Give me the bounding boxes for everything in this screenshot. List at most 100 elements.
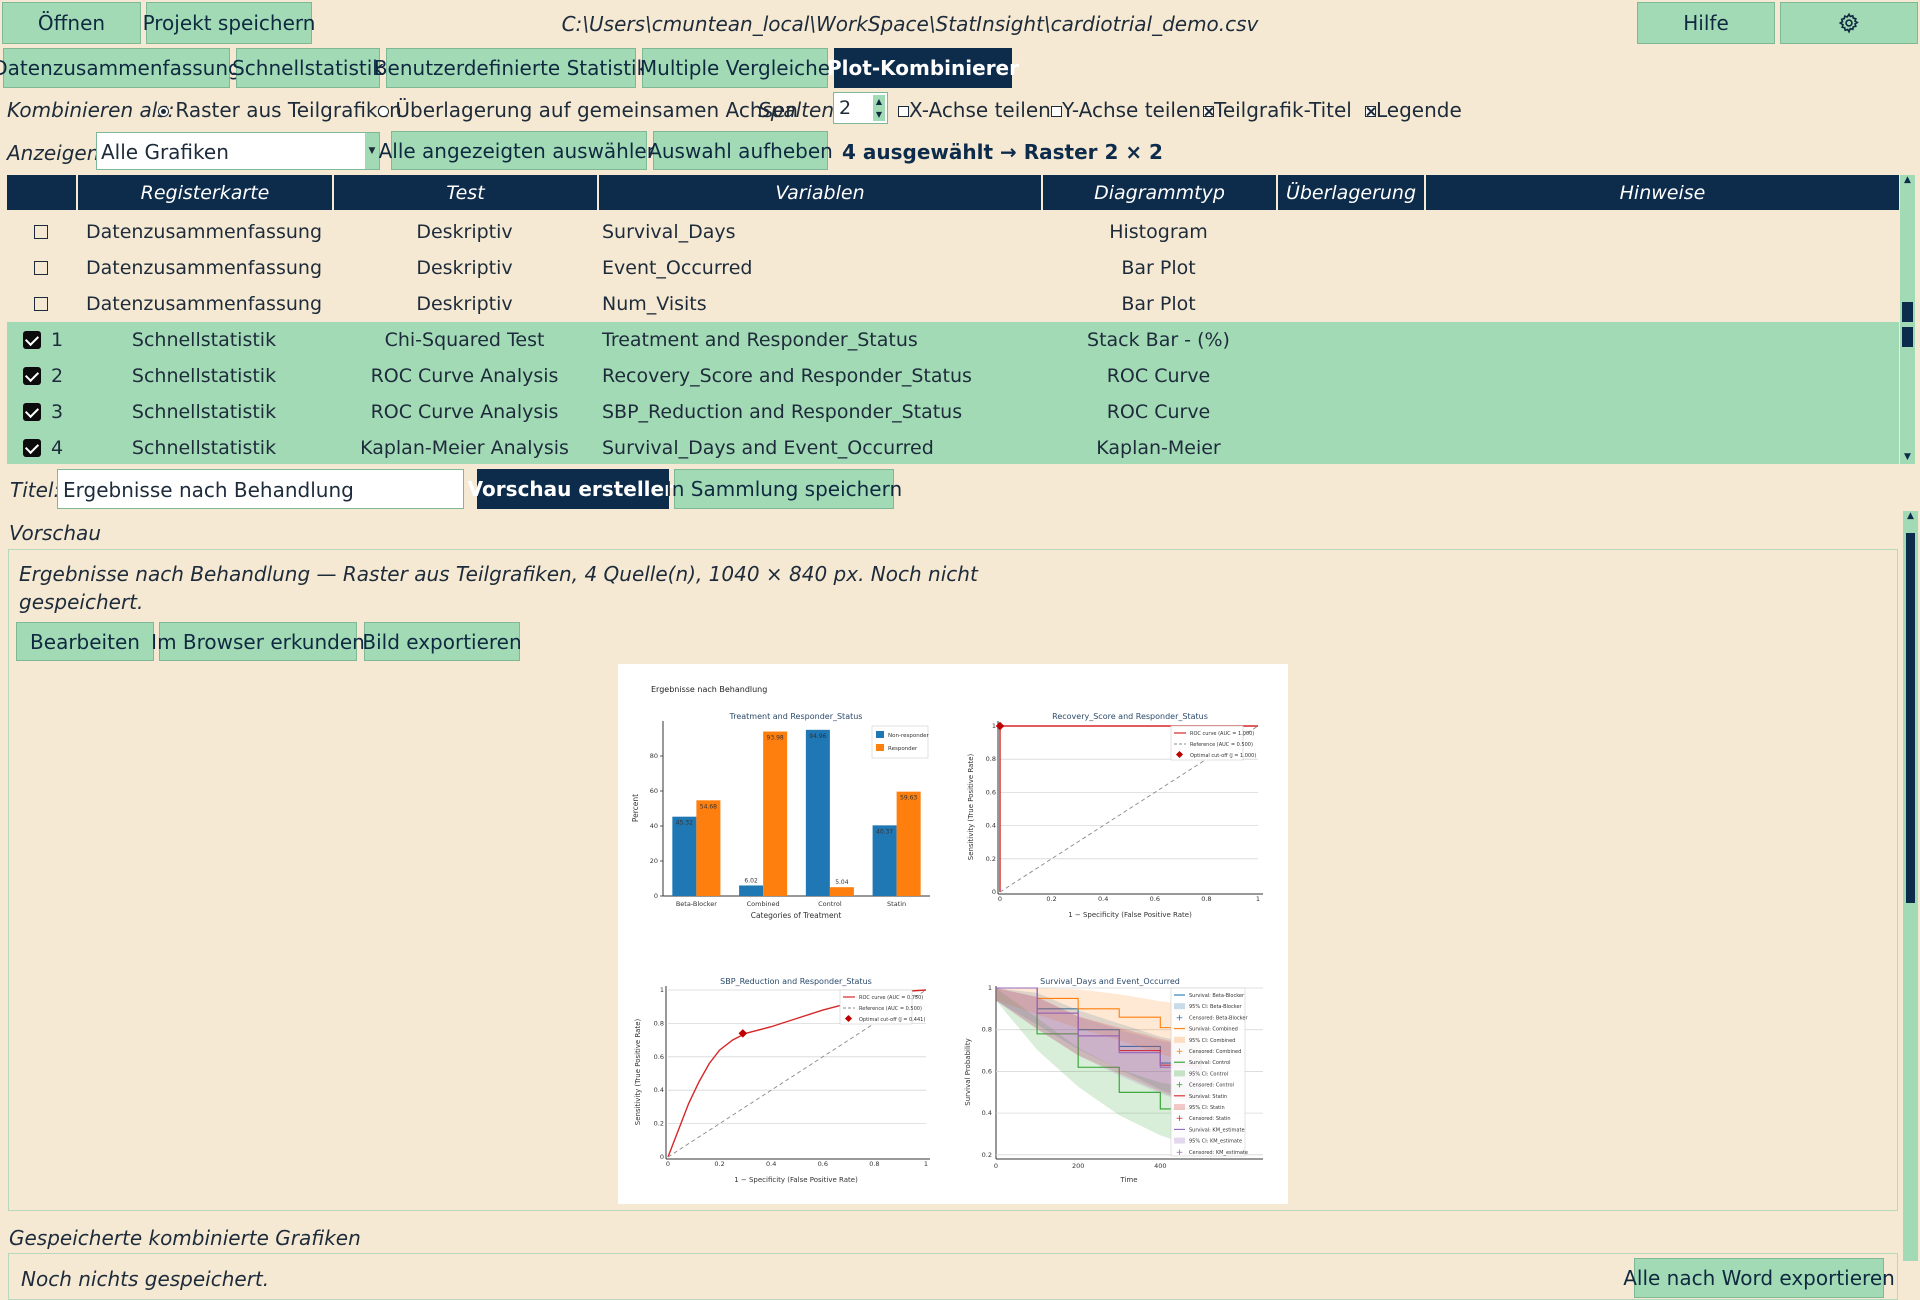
save-project-button[interactable]: Projekt speichern — [143, 2, 315, 44]
cell-tab: Schnellstatistik — [131, 365, 277, 387]
row-checkbox[interactable] — [23, 367, 41, 385]
legend-swatch — [1174, 1036, 1185, 1043]
spin-arrows-icon[interactable]: ▲ ▼ — [873, 95, 885, 121]
share-y-box-icon — [1051, 106, 1062, 117]
legend-label: Legende — [1376, 98, 1462, 122]
header-hinweise[interactable]: Hinweise — [1424, 175, 1899, 210]
columns-spinbox[interactable]: 2 ▲ ▼ — [833, 92, 888, 124]
header-variablen[interactable]: Variablen — [597, 175, 1041, 210]
legend-label: Optimal cut-off (J = 0.441) — [859, 1017, 925, 1023]
bar-value-label: 93.98 — [767, 735, 784, 742]
row-checkbox[interactable] — [23, 403, 41, 421]
legend-label: Reference (AUC = 0.500) — [1190, 742, 1253, 748]
row-checkbox[interactable] — [34, 261, 48, 275]
edit-button[interactable]: Bearbeiten — [16, 622, 154, 661]
overlay-radio-icon — [378, 106, 389, 117]
share-y-checkbox[interactable]: Y-Achse teilen — [1051, 98, 1201, 122]
table-scrollbar[interactable]: ▲ ▼ — [1900, 175, 1915, 464]
row-checkbox[interactable] — [34, 225, 48, 239]
ci-band — [996, 988, 1202, 1108]
legend-checkbox[interactable]: Legende — [1365, 98, 1462, 122]
tab-plot-kombinierer[interactable]: Plot-Kombinierer — [827, 48, 1019, 88]
grid-mode-radio[interactable]: Raster aus Teilgrafiken — [158, 98, 402, 122]
title-input[interactable]: Ergebnisse nach Behandlung — [57, 469, 464, 509]
table-row[interactable]: 1 Schnellstatistik Chi-Squared Test Trea… — [7, 322, 1899, 358]
plot2-title: Recovery_Score and Responder_Status — [1052, 712, 1208, 721]
table-row[interactable]: 4 Schnellstatistik Kaplan-Meier Analysis… — [7, 430, 1899, 464]
overlay-mode-radio[interactable]: Überlagerung auf gemeinsamen Achsen — [378, 98, 798, 122]
create-preview-button[interactable]: Vorschau erstellen — [468, 469, 678, 509]
bar-value-label: 5.04 — [835, 879, 849, 886]
tab-schnellstatistik[interactable]: Schnellstatistik — [232, 48, 384, 88]
preview-panel — [8, 549, 1898, 1211]
legend-label: Censored: Beta-Blocker — [1189, 1015, 1248, 1021]
subplot-titles-checkbox[interactable]: Teilgrafik-Titel — [1203, 98, 1352, 122]
bar-value-label: 40.37 — [876, 828, 893, 835]
legend-label: 95% CI: KM_estimate — [1189, 1139, 1242, 1145]
scroll-thumb[interactable] — [1902, 302, 1913, 322]
table-row[interactable]: Datenzusammenfassung Deskriptiv Survival… — [7, 214, 1899, 250]
table-row[interactable]: Datenzusammenfassung Deskriptiv Event_Oc… — [7, 250, 1899, 286]
scroll-down-icon[interactable]: ▼ — [1904, 452, 1911, 462]
legend-swatch: + — [1176, 1114, 1184, 1124]
export-image-button[interactable]: Bild exportieren — [362, 622, 522, 661]
bar — [872, 825, 897, 896]
export-all-word-button[interactable]: Alle nach Word exportieren — [1623, 1258, 1895, 1298]
y-tick-label: 0.4 — [986, 822, 996, 830]
bar — [829, 887, 854, 896]
tab-benutzerdefinierte-statistik[interactable]: Benutzerdefinierte Statistik — [374, 48, 648, 88]
header-diagrammtyp[interactable]: Diagrammtyp — [1041, 175, 1276, 210]
row-checkbox[interactable] — [23, 439, 41, 457]
scroll-up-icon[interactable]: ▲ — [1907, 511, 1914, 521]
header-registerkarte[interactable]: Registerkarte — [76, 175, 332, 210]
y-tick-label: 0.8 — [986, 755, 996, 763]
cell-test: Kaplan-Meier Analysis — [360, 437, 569, 459]
settings-button[interactable] — [1780, 2, 1918, 44]
tab-datenzusammenfassung[interactable]: Datenzusammenfassung — [0, 48, 241, 88]
select-all-button[interactable]: Alle angezeigten auswählen — [379, 131, 659, 170]
explore-in-browser-button[interactable]: Im Browser erkunden — [151, 622, 365, 661]
scroll-thumb[interactable] — [1906, 533, 1915, 903]
show-dropdown[interactable]: Alle Grafiken ▼ — [96, 132, 380, 170]
title-label: Titel: — [10, 478, 61, 502]
table-header: Registerkarte Test Variablen Diagrammtyp… — [7, 175, 1899, 210]
scroll-up-icon[interactable]: ▲ — [1904, 175, 1911, 185]
legend-box-icon — [1365, 106, 1376, 117]
x-tick-label: 0.8 — [1201, 895, 1211, 903]
table-row[interactable]: 2 Schnellstatistik ROC Curve Analysis Re… — [7, 358, 1899, 394]
share-x-checkbox[interactable]: X-Achse teilen — [898, 98, 1051, 122]
legend-swatch: + — [1176, 1148, 1184, 1158]
preview-scrollbar[interactable]: ▲ — [1903, 511, 1918, 1261]
x-tick-label: Beta-Blocker — [676, 900, 717, 908]
row-checkbox[interactable] — [23, 331, 41, 349]
columns-label: Spalten: — [758, 98, 841, 122]
table-row[interactable]: Datenzusammenfassung Deskriptiv Num_Visi… — [7, 286, 1899, 322]
table-row[interactable]: 3 Schnellstatistik ROC Curve Analysis SB… — [7, 394, 1899, 430]
x-tick-label: 0.4 — [766, 1160, 776, 1168]
cell-tab: Datenzusammenfassung — [85, 221, 323, 243]
open-button[interactable]: Öffnen — [2, 2, 141, 44]
cell-type: Bar Plot — [1121, 293, 1196, 315]
grid-radio-icon — [158, 106, 169, 117]
scroll-thumb-2[interactable] — [1902, 327, 1913, 347]
legend-label: 95% CI: Statin — [1189, 1105, 1225, 1111]
cell-test: Deskriptiv — [416, 293, 513, 315]
y-tick-label: 0.8 — [982, 1026, 992, 1034]
legend-swatch — [876, 744, 884, 751]
header-test[interactable]: Test — [332, 175, 597, 210]
plot4-title: Survival_Days and Event_Occurred — [1040, 977, 1180, 986]
plot1-title: Treatment and Responder_Status — [729, 712, 863, 721]
header-ueberlagerung[interactable]: Überlagerung — [1276, 175, 1424, 210]
save-to-collection-button[interactable]: In Sammlung speichern — [666, 469, 902, 509]
help-button[interactable]: Hilfe — [1637, 2, 1775, 44]
legend-box — [839, 989, 913, 1025]
title-input-value: Ergebnisse nach Behandlung — [63, 478, 354, 502]
row-checkbox[interactable] — [34, 297, 48, 311]
clear-selection-button[interactable]: Auswahl aufheben — [648, 131, 833, 170]
tab-multiple-vergleiche[interactable]: Multiple Vergleiche — [640, 48, 830, 88]
cell-tab: Datenzusammenfassung — [85, 257, 323, 279]
y-tick-label: 0.6 — [982, 1067, 992, 1075]
chevron-down-icon[interactable]: ▼ — [365, 133, 379, 169]
y-tick-label: 1 — [660, 986, 664, 994]
legend-swatch: + — [1176, 1081, 1184, 1091]
